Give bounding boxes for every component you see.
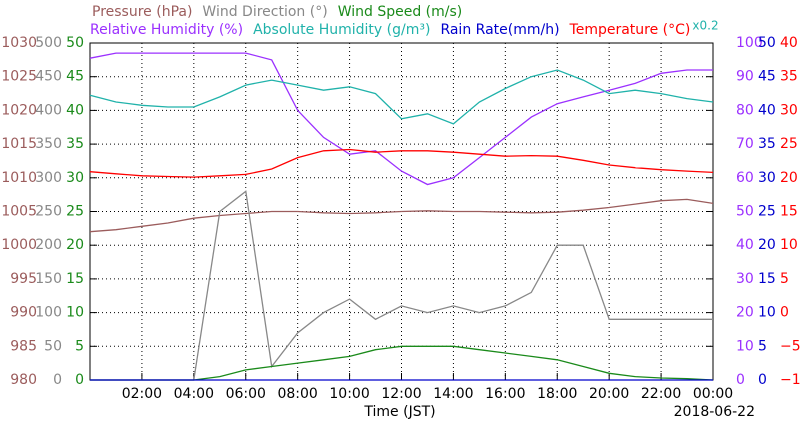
y-tick-label: 300 <box>35 170 62 186</box>
date-label: 2018-06-22 <box>674 404 755 420</box>
y-tick-label: 980 <box>10 372 37 388</box>
y-tick-label: 450 <box>35 69 62 85</box>
y-tick-label: 50 <box>44 338 62 354</box>
y-tick-label: 20 <box>66 237 84 253</box>
y-tick-label: 10 <box>66 305 84 321</box>
y-tick-label: 15 <box>758 271 776 287</box>
y-tick-label: 25 <box>780 136 798 152</box>
y-tick-label: 35 <box>780 69 798 85</box>
y-tick-label: 0 <box>75 372 84 388</box>
series-line <box>89 198 714 233</box>
y-tick-label: 400 <box>35 102 62 118</box>
x-tick-label: 20:00 <box>589 386 629 402</box>
legend-label: Temperature (°C) <box>569 22 691 38</box>
x-tick-label: 04:00 <box>174 386 214 402</box>
y-tick-label: 1025 <box>1 69 37 85</box>
x-tick-label: 18:00 <box>537 386 577 402</box>
y-tick-label: 10 <box>780 237 798 253</box>
y-tick-label: 0 <box>53 372 62 388</box>
y-tick-label: 1030 <box>1 35 37 51</box>
y-tick-label: 40 <box>780 35 798 51</box>
y-tick-label: 15 <box>66 271 84 287</box>
y-tick-label: 40 <box>66 102 84 118</box>
legend-label: Wind Speed (m/s) <box>338 4 463 20</box>
x-tick-label: 16:00 <box>485 386 525 402</box>
y-tick-label: 45 <box>758 69 776 85</box>
y-tick-label: 10 <box>758 305 776 321</box>
legend-label: Wind Direction (°) <box>202 4 327 20</box>
x-tick-label: 00:00 <box>693 386 733 402</box>
y-tick-label: 995 <box>10 271 37 287</box>
y-tick-label: 35 <box>758 136 776 152</box>
y-tick-label: 50 <box>736 204 754 220</box>
legend-label: Rain Rate(mm/h) <box>440 22 559 38</box>
y-tick-label: 90 <box>736 69 754 85</box>
y-tick-label: 35 <box>66 136 84 152</box>
legend-label: Relative Humidity (%) <box>90 22 243 38</box>
x-tick-label: 22:00 <box>641 386 681 402</box>
x-tick-label: 08:00 <box>277 386 317 402</box>
y-tick-label: 30 <box>66 170 84 186</box>
series-line <box>89 148 714 178</box>
legend-label: Absolute Humidity (g/m³) <box>253 22 430 38</box>
x-axis-label: Time (JST) <box>363 404 435 420</box>
y-tick-label: 80 <box>736 102 754 118</box>
y-tick-label: 100 <box>736 35 763 51</box>
y-tick-label: 250 <box>35 204 62 220</box>
legend-label: Pressure (hPa) <box>92 4 192 20</box>
y-tick-label: 20 <box>736 305 754 321</box>
x-tick-label: 14:00 <box>433 386 473 402</box>
y-tick-label: 30 <box>780 102 798 118</box>
y-tick-label: 0 <box>736 372 745 388</box>
y-tick-label: 30 <box>758 170 776 186</box>
y-tick-label: 45 <box>66 69 84 85</box>
y-tick-label: 25 <box>758 204 776 220</box>
y-tick-label: 350 <box>35 136 62 152</box>
y-tick-label: −10 <box>780 372 800 388</box>
y-tick-label: 5 <box>758 338 767 354</box>
y-tick-label: 1000 <box>1 237 37 253</box>
y-tick-label: 70 <box>736 136 754 152</box>
x-tick-label: 06:00 <box>226 386 266 402</box>
y-tick-label: 1010 <box>1 170 37 186</box>
y-tick-label: 990 <box>10 305 37 321</box>
y-tick-label: 50 <box>758 35 776 51</box>
y-tick-label: 1005 <box>1 204 37 220</box>
y-tick-label: 0 <box>758 372 767 388</box>
y-tick-label: 60 <box>736 170 754 186</box>
y-tick-label: 500 <box>35 35 62 51</box>
x-tick-label: 10:00 <box>329 386 369 402</box>
y-tick-label: 40 <box>758 102 776 118</box>
y-tick-label: 20 <box>758 237 776 253</box>
y-tick-label: 20 <box>780 170 798 186</box>
y-tick-label: 25 <box>66 204 84 220</box>
series-line <box>89 52 713 186</box>
y-tick-label: 200 <box>35 237 62 253</box>
x-tick-label: 12:00 <box>381 386 421 402</box>
y-tick-label: 15 <box>780 204 798 220</box>
y-tick-label: 5 <box>780 271 789 287</box>
y-tick-label: 1020 <box>1 102 37 118</box>
y-tick-label: −5 <box>780 338 800 354</box>
series-line <box>89 69 714 125</box>
y-tick-label: 150 <box>35 271 62 287</box>
y-tick-label: 985 <box>10 338 37 354</box>
y-tick-label: 0 <box>780 305 789 321</box>
y-tick-label: 30 <box>736 271 754 287</box>
scale-note: x0.2 <box>692 19 718 33</box>
y-tick-label: 1015 <box>1 136 37 152</box>
y-tick-label: 40 <box>736 237 754 253</box>
x-tick-label: 02:00 <box>122 386 162 402</box>
y-tick-label: 10 <box>736 338 754 354</box>
y-tick-label: 50 <box>66 35 84 51</box>
y-tick-label: 5 <box>75 338 84 354</box>
y-tick-label: 100 <box>35 305 62 321</box>
